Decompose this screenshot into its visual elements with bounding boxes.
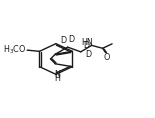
Text: D: D	[84, 41, 90, 50]
Text: N: N	[54, 70, 60, 79]
Text: H: H	[54, 74, 60, 83]
Text: D: D	[68, 35, 74, 44]
Text: H$_3$CO: H$_3$CO	[3, 44, 26, 56]
Text: HN: HN	[81, 38, 93, 47]
Text: D: D	[60, 36, 66, 45]
Text: D: D	[86, 50, 92, 59]
Text: O: O	[103, 53, 109, 62]
